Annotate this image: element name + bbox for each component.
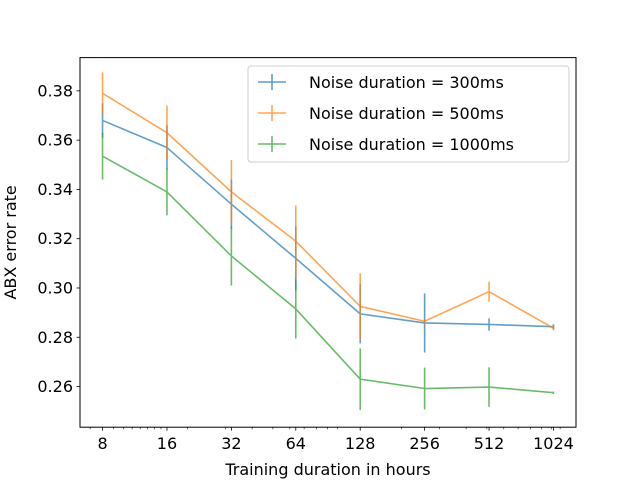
legend-label: Noise duration = 1000ms xyxy=(309,135,514,154)
x-tick-label: 1024 xyxy=(533,434,574,453)
x-tick-label: 16 xyxy=(157,434,177,453)
y-axis-label: ABX error rate xyxy=(1,185,20,299)
y-tick-label: 0.30 xyxy=(37,278,73,297)
y-tick-label: 0.26 xyxy=(37,377,73,396)
y-tick-label: 0.34 xyxy=(37,180,73,199)
y-tick-label: 0.32 xyxy=(37,229,73,248)
legend-frame xyxy=(247,65,570,163)
x-tick-label: 512 xyxy=(474,434,505,453)
series-3 xyxy=(101,132,555,410)
series-layer xyxy=(101,72,555,410)
plot-area-frame xyxy=(79,57,577,428)
legend-label: Noise duration = 500ms xyxy=(309,104,504,123)
x-tick-label: 64 xyxy=(286,434,306,453)
y-tick-label: 0.38 xyxy=(37,81,73,100)
y-axis: 0.26 0.28 0.30 0.32 0.34 0.36 0.38 xyxy=(37,81,80,396)
y-tick-label: 0.28 xyxy=(37,328,73,347)
x-tick-label: 8 xyxy=(97,434,107,453)
x-tick-label: 256 xyxy=(409,434,440,453)
series-line xyxy=(102,155,554,394)
x-tick-label: 32 xyxy=(221,434,241,453)
x-axis: 8 16 32 64 128 256 512 1024 xyxy=(89,427,574,453)
legend-swatch xyxy=(258,105,286,121)
legend-entry: Noise duration = 500ms xyxy=(258,104,504,123)
legend: Noise duration = 300ms Noise duration = 5… xyxy=(247,65,570,163)
series-2 xyxy=(101,72,555,340)
x-tick-label: 128 xyxy=(345,434,376,453)
series-line xyxy=(102,92,554,329)
legend-entry: Noise duration = 300ms xyxy=(258,73,504,92)
x-axis-label: Training duration in hours xyxy=(224,460,430,479)
y-tick-label: 0.36 xyxy=(37,131,73,150)
legend-entry: Noise duration = 1000ms xyxy=(258,135,514,154)
legend-label: Noise duration = 300ms xyxy=(309,73,504,92)
series-line xyxy=(102,119,554,328)
legend-swatch xyxy=(258,136,286,152)
legend-swatch xyxy=(258,74,286,90)
